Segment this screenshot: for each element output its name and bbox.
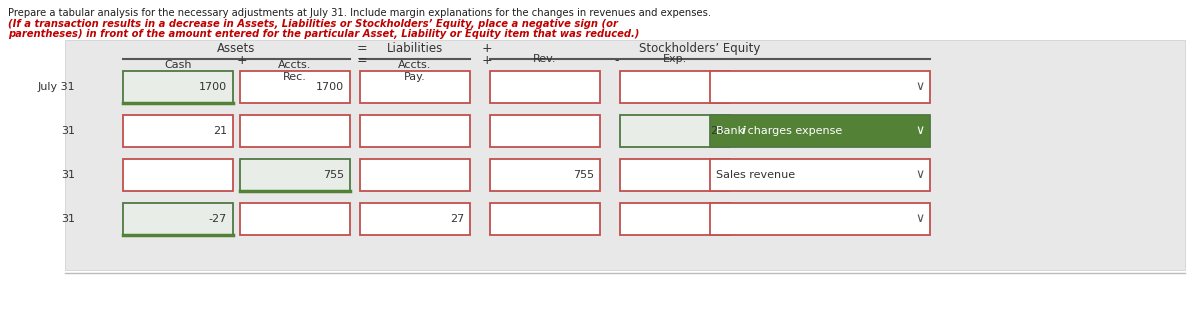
FancyBboxPatch shape <box>240 203 350 235</box>
Text: Bank charges expense: Bank charges expense <box>716 126 842 136</box>
Text: =: = <box>356 54 367 67</box>
FancyBboxPatch shape <box>360 203 470 235</box>
FancyBboxPatch shape <box>360 71 470 103</box>
Text: 31: 31 <box>61 214 74 224</box>
Text: +: + <box>481 42 492 55</box>
Text: Liabilities: Liabilities <box>386 42 443 55</box>
Text: ∨: ∨ <box>916 125 924 138</box>
Text: Exp.: Exp. <box>662 54 688 64</box>
FancyBboxPatch shape <box>124 203 233 235</box>
FancyBboxPatch shape <box>65 40 1186 270</box>
FancyBboxPatch shape <box>360 115 470 147</box>
FancyBboxPatch shape <box>124 159 233 191</box>
Text: ∨: ∨ <box>916 81 924 94</box>
FancyBboxPatch shape <box>360 159 470 191</box>
FancyBboxPatch shape <box>710 115 930 147</box>
FancyBboxPatch shape <box>124 71 233 103</box>
FancyBboxPatch shape <box>240 71 350 103</box>
Text: ∨: ∨ <box>916 169 924 181</box>
Text: i: i <box>742 126 746 136</box>
Text: Prepare a tabular analysis for the necessary adjustments at July 31. Include mar: Prepare a tabular analysis for the neces… <box>8 8 714 18</box>
FancyBboxPatch shape <box>620 71 730 103</box>
Text: Cash: Cash <box>164 60 192 70</box>
Text: 27: 27 <box>450 214 464 224</box>
Text: 755: 755 <box>323 170 344 180</box>
FancyBboxPatch shape <box>124 115 233 147</box>
Text: 1700: 1700 <box>199 82 227 92</box>
Text: (If a transaction results in a decrease in Assets, Liabilities or Stockholders’ : (If a transaction results in a decrease … <box>8 19 618 29</box>
Text: 1700: 1700 <box>316 82 344 92</box>
Text: 21: 21 <box>710 126 724 136</box>
Text: Assets: Assets <box>217 42 256 55</box>
Text: Sales revenue: Sales revenue <box>716 170 796 180</box>
Text: Accts.
Pay.: Accts. Pay. <box>398 60 432 82</box>
FancyBboxPatch shape <box>710 203 930 235</box>
FancyBboxPatch shape <box>240 115 350 147</box>
Text: 755: 755 <box>572 170 594 180</box>
FancyBboxPatch shape <box>736 118 752 144</box>
FancyBboxPatch shape <box>620 203 730 235</box>
Text: parentheses) in front of the amount entered for the particular Asset, Liability : parentheses) in front of the amount ente… <box>8 29 640 39</box>
Text: 31: 31 <box>61 170 74 180</box>
FancyBboxPatch shape <box>710 159 930 191</box>
Text: July 31: July 31 <box>37 82 74 92</box>
Text: 21: 21 <box>212 126 227 136</box>
Text: +: + <box>481 54 492 67</box>
Text: ∨: ∨ <box>916 212 924 225</box>
FancyBboxPatch shape <box>620 159 730 191</box>
FancyBboxPatch shape <box>490 159 600 191</box>
FancyBboxPatch shape <box>710 71 930 103</box>
Text: -27: -27 <box>209 214 227 224</box>
Text: +: + <box>236 54 247 67</box>
Text: 31: 31 <box>61 126 74 136</box>
FancyBboxPatch shape <box>490 115 600 147</box>
FancyBboxPatch shape <box>490 71 600 103</box>
Text: -: - <box>614 54 619 67</box>
Text: Accts.
Rec.: Accts. Rec. <box>278 60 312 82</box>
Text: Rev.: Rev. <box>533 54 557 64</box>
Text: Stockholders’ Equity: Stockholders’ Equity <box>640 42 761 55</box>
Text: =: = <box>356 42 367 55</box>
FancyBboxPatch shape <box>240 159 350 191</box>
FancyBboxPatch shape <box>620 115 730 147</box>
FancyBboxPatch shape <box>490 203 600 235</box>
